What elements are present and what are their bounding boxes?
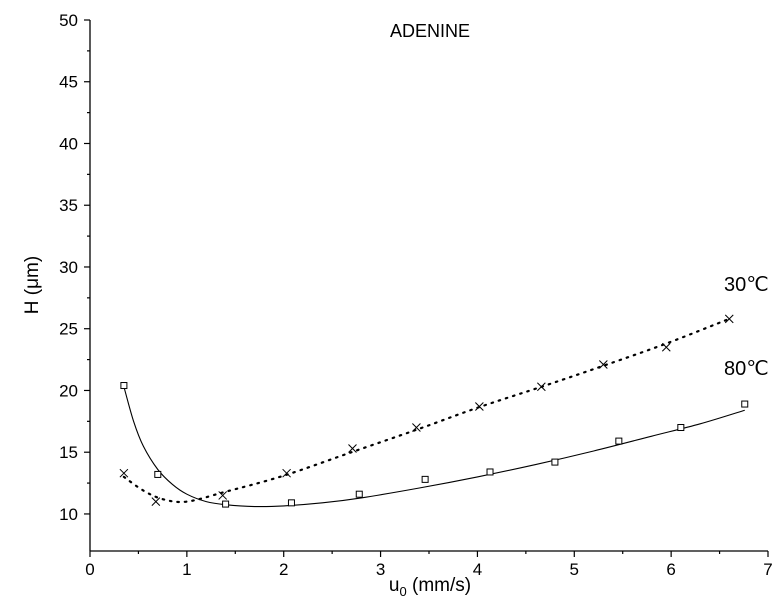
chart-labels: ADENINE 30℃ 80℃ H (μm) u0 (mm/s) <box>22 21 769 599</box>
x-axis-title: u0 (mm/s) <box>389 575 471 599</box>
data-point-x <box>598 360 608 369</box>
data-point-square <box>421 475 429 483</box>
y-tick-label: 10 <box>59 505 78 524</box>
x-tick-label: 6 <box>666 560 675 579</box>
x-tick-label: 3 <box>376 560 385 579</box>
x-tick-label: 4 <box>473 560 482 579</box>
data-point-x <box>151 497 161 506</box>
x-tick-label: 1 <box>182 560 191 579</box>
data-point-x <box>724 314 734 324</box>
fit-lines <box>122 317 745 508</box>
y-tick-label: 20 <box>59 381 78 400</box>
x-tick-label: 0 <box>85 560 94 579</box>
data-point-square <box>355 490 363 498</box>
data-point-square <box>677 424 685 432</box>
x-tick-label: 5 <box>570 560 579 579</box>
data-point-square <box>287 499 295 507</box>
x-axis-title-subscript: 0 <box>399 584 406 599</box>
data-markers <box>119 314 749 508</box>
fit-line-series-0 <box>122 317 731 504</box>
data-point-square <box>222 500 230 508</box>
y-tick-label: 30 <box>59 258 78 277</box>
data-point-x <box>661 342 671 352</box>
series-label-80c: 80℃ <box>724 358 769 380</box>
data-point-x <box>119 468 129 478</box>
y-tick-label: 15 <box>59 443 78 462</box>
y-tick-label: 40 <box>59 134 78 153</box>
y-axis-title: H (μm) <box>22 256 43 314</box>
data-point-square <box>551 458 559 466</box>
data-point-x <box>348 444 357 453</box>
chart-title: ADENINE <box>390 21 470 41</box>
x-tick-label: 7 <box>763 560 772 579</box>
data-point-square <box>486 468 494 476</box>
data-point-square <box>741 400 749 408</box>
series-label-30c: 30℃ <box>724 274 769 296</box>
y-tick-label: 45 <box>59 73 78 92</box>
data-point-square <box>615 437 623 445</box>
y-tick-label: 35 <box>59 196 78 215</box>
data-point-square <box>120 382 128 390</box>
data-point-x <box>475 402 484 411</box>
data-point-x <box>412 423 421 432</box>
data-point-x <box>282 468 291 478</box>
data-point-square <box>154 470 162 478</box>
axes <box>89 20 768 552</box>
fit-line-series-1 <box>123 386 745 508</box>
y-tick-label: 25 <box>59 320 78 339</box>
x-axis-title-unit: (mm/s) <box>407 575 471 596</box>
x-axis-title-main: u <box>389 575 400 596</box>
x-tick-label: 2 <box>279 560 288 579</box>
y-tick-label: 50 <box>59 11 78 30</box>
data-point-x <box>218 491 228 500</box>
data-point-x <box>537 382 546 392</box>
